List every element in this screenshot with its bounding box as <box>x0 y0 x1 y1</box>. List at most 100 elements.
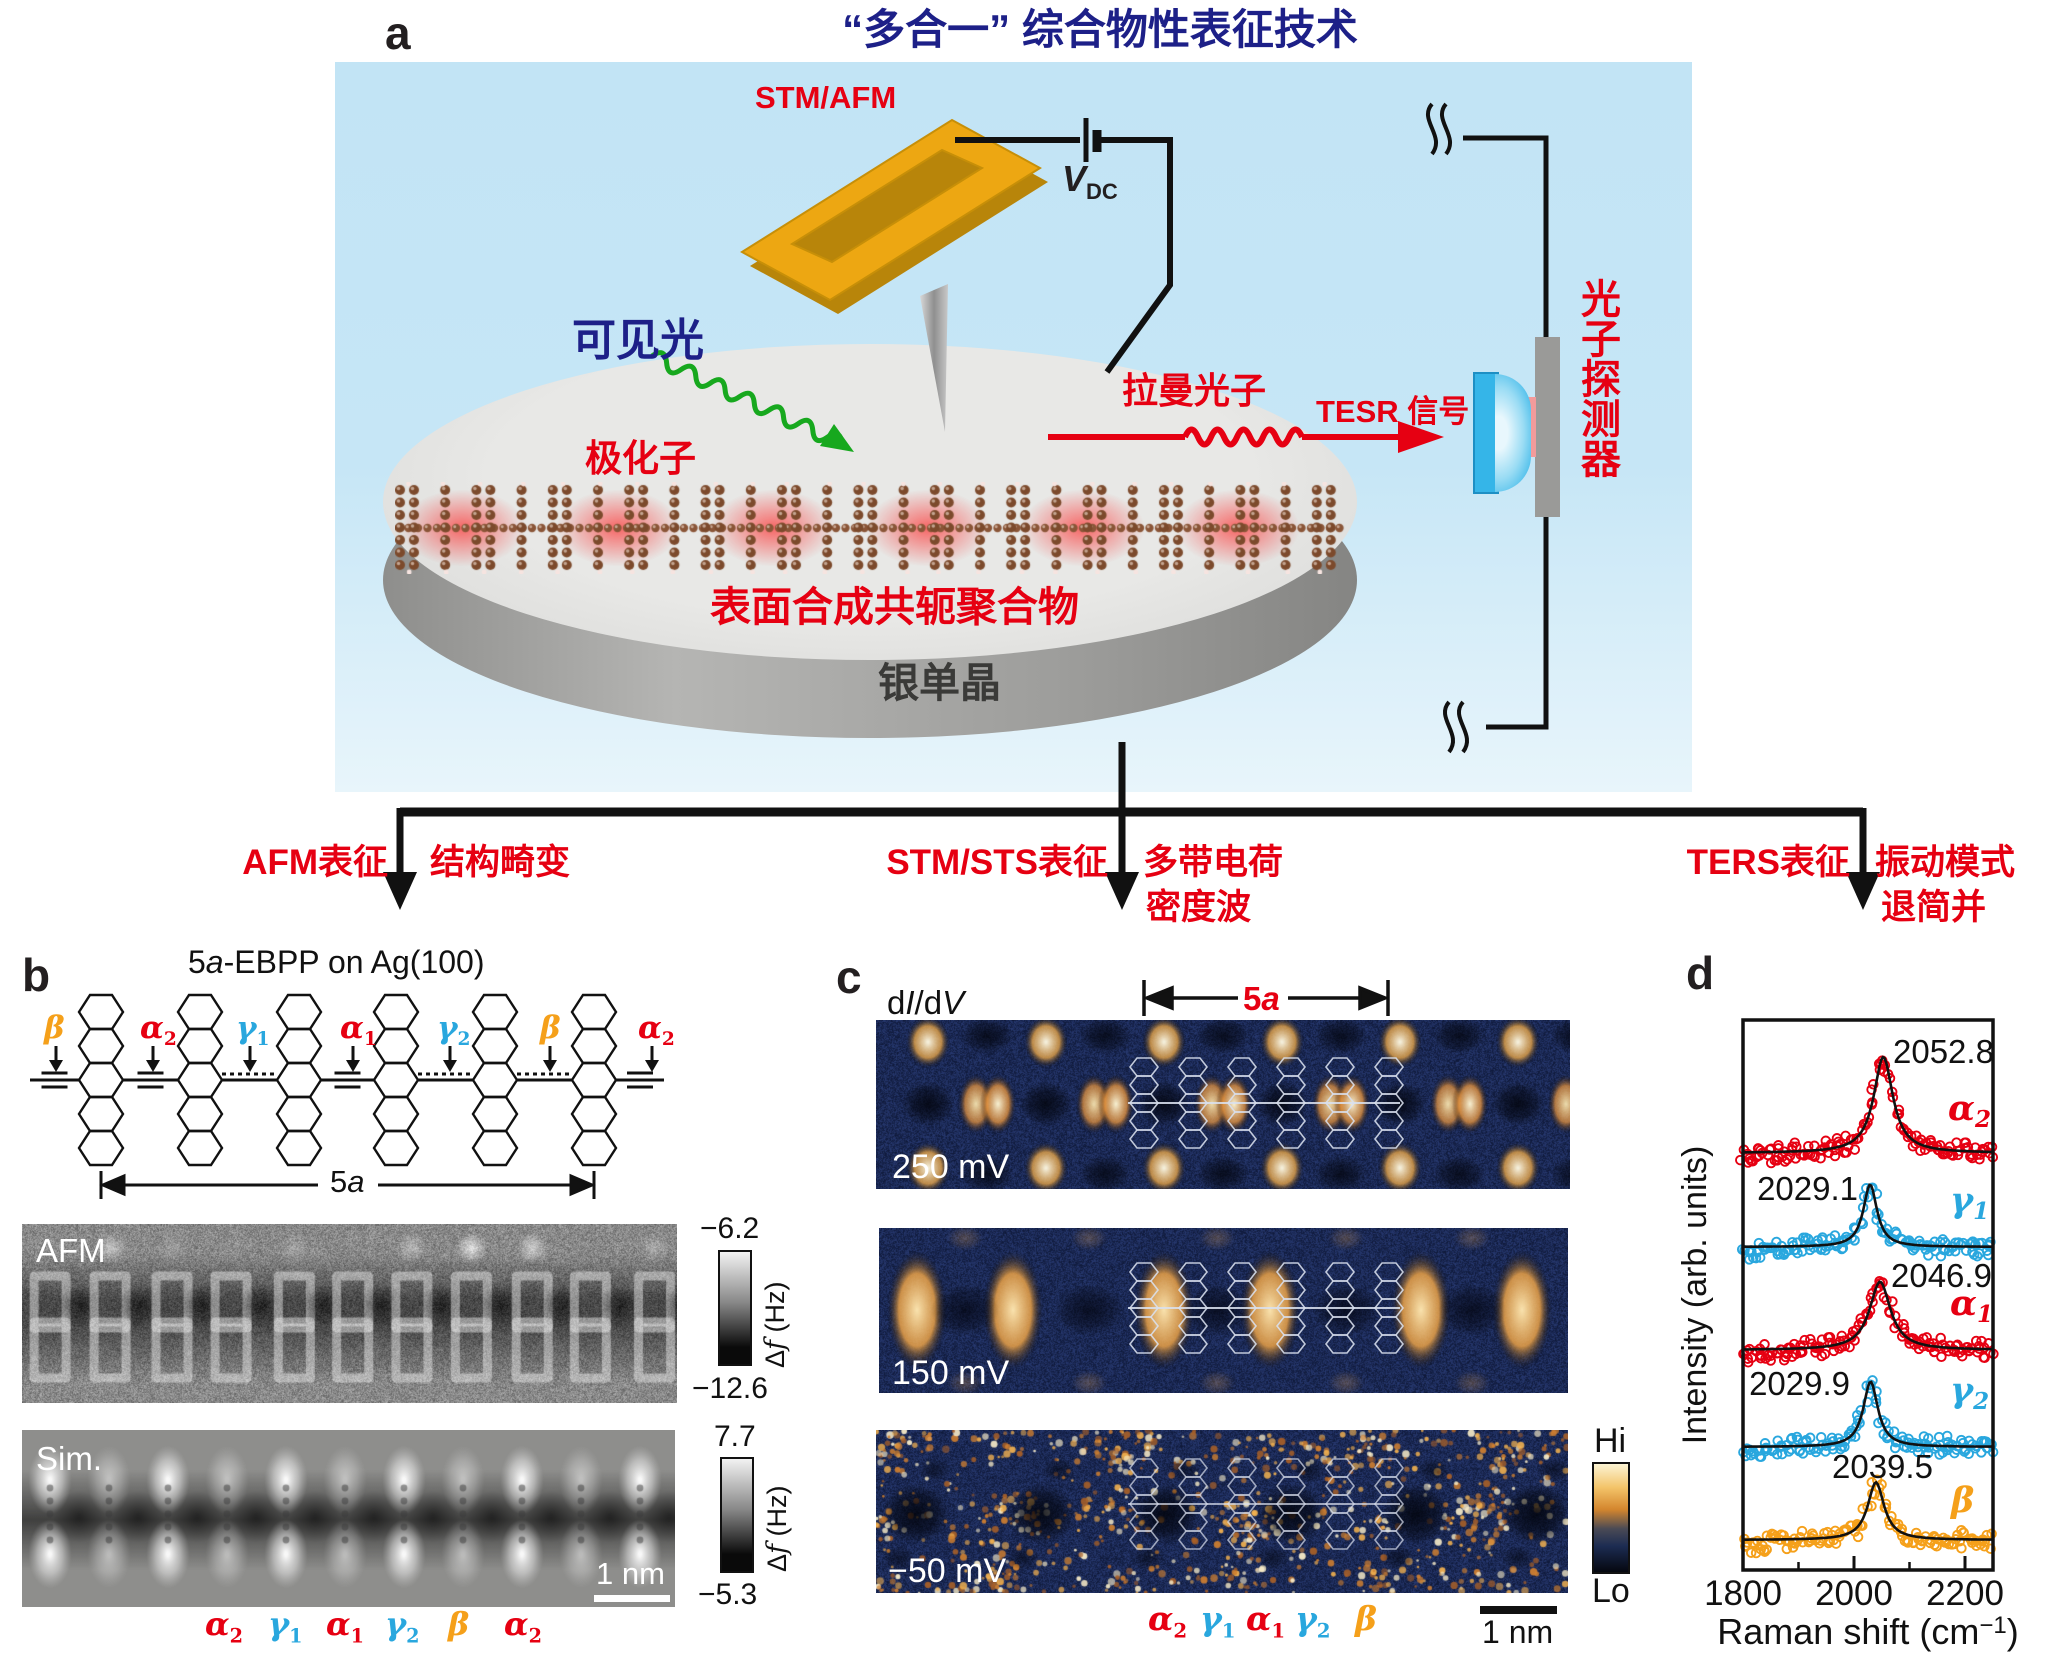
molecular-structure <box>30 993 664 1167</box>
branch-sts-result2: 密度波 <box>1146 888 1252 927</box>
sim-tag: Sim. <box>36 1440 102 1477</box>
bond-label: γ2 <box>437 1010 471 1051</box>
afm-colorbar <box>718 1250 752 1366</box>
visible-light-arrow <box>650 350 845 445</box>
branch-sts-method: STM/STS表征 <box>886 843 1108 882</box>
branch-ters-result2: 退简并 <box>1881 888 1987 927</box>
sts-map-250mv <box>876 1020 1570 1189</box>
branch-ters-result1: 振动模式 <box>1875 843 2016 882</box>
mode-label: γ2 <box>385 1605 420 1648</box>
branch-afm-method: AFM表征 <box>242 843 388 882</box>
figure-title: “多合一” 综合物性表征技术 <box>842 6 1358 53</box>
sim-image <box>22 1430 675 1607</box>
arrow-down-icon <box>1846 872 1880 910</box>
sts-colorbar <box>1592 1462 1630 1574</box>
didv-label: dI/dV <box>887 984 965 1021</box>
unit-cell-span-c <box>1142 980 1390 1016</box>
bond-label: γ1 <box>236 1010 270 1051</box>
molecule-overlay <box>1128 1057 1405 1149</box>
branch-sts-result1: 多带电荷 <box>1143 843 1284 882</box>
polaron-label: 极化子 <box>585 438 696 479</box>
svg-text:1800: 1800 <box>1704 1574 1782 1613</box>
panel-c-letter: c <box>836 951 862 1003</box>
molecule-overlay <box>1128 1262 1405 1354</box>
span-label-c: 5a <box>1243 980 1280 1017</box>
detector-bar <box>1535 337 1560 517</box>
photon-detector-label: 光子探测器 <box>1575 278 1619 478</box>
wire-break-icon <box>1425 102 1453 156</box>
branch-ters-method: TERS表征 <box>1686 843 1850 882</box>
svg-text:Raman shift (cm−1): Raman shift (cm−1) <box>1717 1611 2018 1652</box>
bias-label: VDC <box>1062 158 1118 205</box>
branch-connectors <box>396 742 1867 878</box>
mode-label: γ1 <box>268 1605 303 1648</box>
sts-scalebar <box>1480 1606 1557 1614</box>
afm-tag: AFM <box>36 1232 106 1269</box>
mode-label: α1 <box>1246 1599 1286 1643</box>
arrow-down-icon <box>1105 872 1139 910</box>
mode-label: β <box>1355 1599 1377 1638</box>
svg-text:2000: 2000 <box>1815 1574 1893 1613</box>
sts-scalebar-label: 1 nm <box>1482 1614 1554 1650</box>
mode-label: α2 <box>1148 1599 1188 1643</box>
arrow-down-icon <box>383 872 417 910</box>
panel-a-letter: a <box>385 7 411 59</box>
mode-label: γ2 <box>1295 1599 1331 1643</box>
panel-b-letter: b <box>22 949 51 1001</box>
raman-photon-label: 拉曼光子 <box>1122 370 1267 411</box>
substrate-label: 银单晶 <box>878 660 1001 706</box>
tuning-fork-icon <box>740 118 1048 314</box>
afm-colorbar-min: −12.6 <box>692 1372 768 1405</box>
svg-text:β: β <box>1949 1480 1974 1521</box>
stm-afm-label: STM/AFM <box>755 80 897 115</box>
bias-m50: −50 mV <box>888 1552 1007 1590</box>
svg-text:Intensity (arb. units): Intensity (arb. units) <box>1676 1146 1714 1445</box>
sts-colorbar-hi: Hi <box>1594 1422 1627 1460</box>
sim-scalebar-label: 1 nm <box>596 1556 665 1591</box>
bond-label: α2 <box>638 1010 675 1051</box>
molecule-overlay <box>1128 1458 1405 1550</box>
svg-text:2046.9: 2046.9 <box>1891 1257 1992 1294</box>
sim-colorbar <box>720 1457 754 1573</box>
visible-light-label: 可见光 <box>572 316 704 365</box>
bias-150: 150 mV <box>892 1354 1010 1392</box>
svg-text:2039.5: 2039.5 <box>1832 1448 1933 1485</box>
bond-label: β <box>540 1010 561 1046</box>
visible-light-arrowhead <box>820 424 854 452</box>
wire-break-icon <box>1442 700 1470 754</box>
svg-text:γ1: γ1 <box>1950 1180 1989 1225</box>
mode-label: α1 <box>326 1605 364 1648</box>
tesr-signal-label: TESR 信号 <box>1316 394 1470 429</box>
bond-label: β <box>44 1010 65 1046</box>
mode-label: α2 <box>205 1605 243 1648</box>
svg-text:2200: 2200 <box>1926 1574 2004 1613</box>
afm-colorbar-max: −6.2 <box>700 1212 760 1245</box>
mode-label: γ1 <box>1200 1599 1236 1643</box>
bias-250: 250 mV <box>892 1148 1010 1186</box>
sts-map-150mv <box>879 1228 1568 1393</box>
bond-label: α2 <box>140 1010 177 1051</box>
detector-circuit-wire <box>1425 102 1549 754</box>
polymer-chain-image <box>395 482 1345 574</box>
stm-tip-icon <box>920 284 948 432</box>
svg-text:γ2: γ2 <box>1950 1370 1989 1415</box>
bias-symbol: V <box>1062 158 1087 199</box>
svg-text:α2: α2 <box>1948 1088 1991 1133</box>
sim-colorbar-min: −5.3 <box>698 1578 758 1611</box>
bond-marker-arrows <box>49 1046 659 1072</box>
svg-text:2029.1: 2029.1 <box>1757 1170 1858 1207</box>
sts-colorbar-lo: Lo <box>1592 1572 1630 1610</box>
panel-b-title: 5a-EBPP on Ag(100) <box>188 944 485 980</box>
mode-label: α2 <box>504 1605 542 1648</box>
bond-label: α1 <box>340 1010 377 1051</box>
span-label-b: 5a <box>330 1164 365 1199</box>
lens-dome <box>1495 374 1531 492</box>
svg-text:2029.9: 2029.9 <box>1749 1365 1850 1402</box>
raman-signal-arrow <box>1048 426 1400 448</box>
battery-icon <box>1083 118 1102 162</box>
polymer-label: 表面合成共轭聚合物 <box>710 584 1079 630</box>
svg-text:2052.8: 2052.8 <box>1893 1033 1994 1070</box>
sim-colorbar-max: 7.7 <box>714 1420 756 1453</box>
bias-subscript: DC <box>1086 179 1118 205</box>
